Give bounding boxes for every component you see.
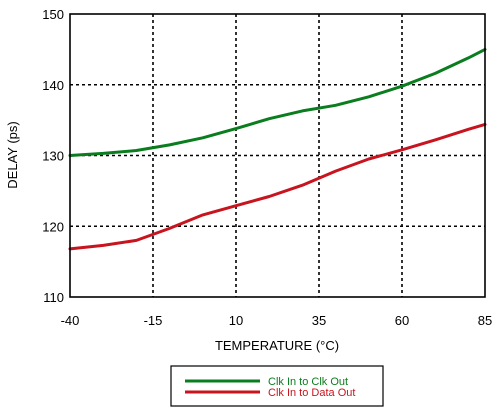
y-tick-label: 140 (42, 78, 64, 93)
x-tick-label: -15 (144, 313, 163, 328)
y-tick-label: 130 (42, 149, 64, 164)
y-tick-label: 120 (42, 219, 64, 234)
x-axis-label: TEMPERATURE (°C) (215, 338, 339, 353)
y-tick-label: 150 (42, 7, 64, 22)
series-line-2 (68, 122, 487, 251)
x-tick-label: 60 (395, 313, 409, 328)
x-tick-label: 85 (478, 313, 492, 328)
x-tick-label: 35 (312, 313, 326, 328)
legend-label-2: Clk In to Data Out (268, 387, 355, 399)
x-tick-labels: -40 -15 10 35 60 85 (61, 313, 493, 328)
series-lines (68, 47, 487, 251)
y-axis-label: DELAY (ps) (5, 121, 20, 188)
y-tick-labels: 110 120 130 140 150 (42, 7, 64, 305)
series-line-1 (68, 47, 487, 157)
legend-box (170, 365, 384, 407)
y-tick-label: 110 (43, 290, 64, 305)
x-tick-label: 10 (229, 313, 243, 328)
x-tick-label: -40 (61, 313, 80, 328)
legend-label-1: Clk In to Clk Out (268, 376, 348, 388)
plot-frame (69, 13, 486, 298)
grid-lines (70, 14, 485, 297)
